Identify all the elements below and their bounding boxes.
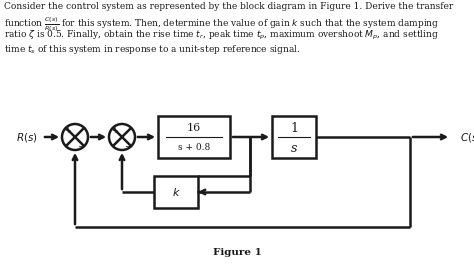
Bar [158, 116, 230, 158]
Text: s + 0.8: s + 0.8 [178, 144, 210, 152]
Text: +: + [64, 126, 70, 135]
Text: Figure 1: Figure 1 [212, 248, 262, 257]
Text: ratio $\zeta$ is 0.5. Finally, obtain the rise time $t_r$, peak time $t_p$, maxi: ratio $\zeta$ is 0.5. Finally, obtain th… [4, 29, 439, 42]
Text: Consider the control system as represented by the block diagram in Figure 1. Der: Consider the control system as represent… [4, 2, 453, 11]
Text: $k$: $k$ [172, 186, 181, 198]
Text: +: + [111, 126, 118, 135]
Text: $-$: $-$ [124, 140, 132, 149]
Text: $R(s)$: $R(s)$ [16, 130, 38, 144]
Text: function $\frac{C(s)}{R(s)}$ for this system. Then, determine the value of gain : function $\frac{C(s)}{R(s)}$ for this sy… [4, 15, 439, 34]
Text: time $t_s$ of this system in response to a unit-step reference signal.: time $t_s$ of this system in response to… [4, 42, 301, 55]
Bar [154, 176, 198, 208]
Text: 1: 1 [290, 121, 298, 135]
Text: 16: 16 [187, 123, 201, 133]
Text: $-$: $-$ [77, 140, 85, 149]
Bar [272, 116, 316, 158]
Text: $C(s)$: $C(s)$ [460, 130, 474, 144]
Text: s: s [291, 142, 297, 154]
